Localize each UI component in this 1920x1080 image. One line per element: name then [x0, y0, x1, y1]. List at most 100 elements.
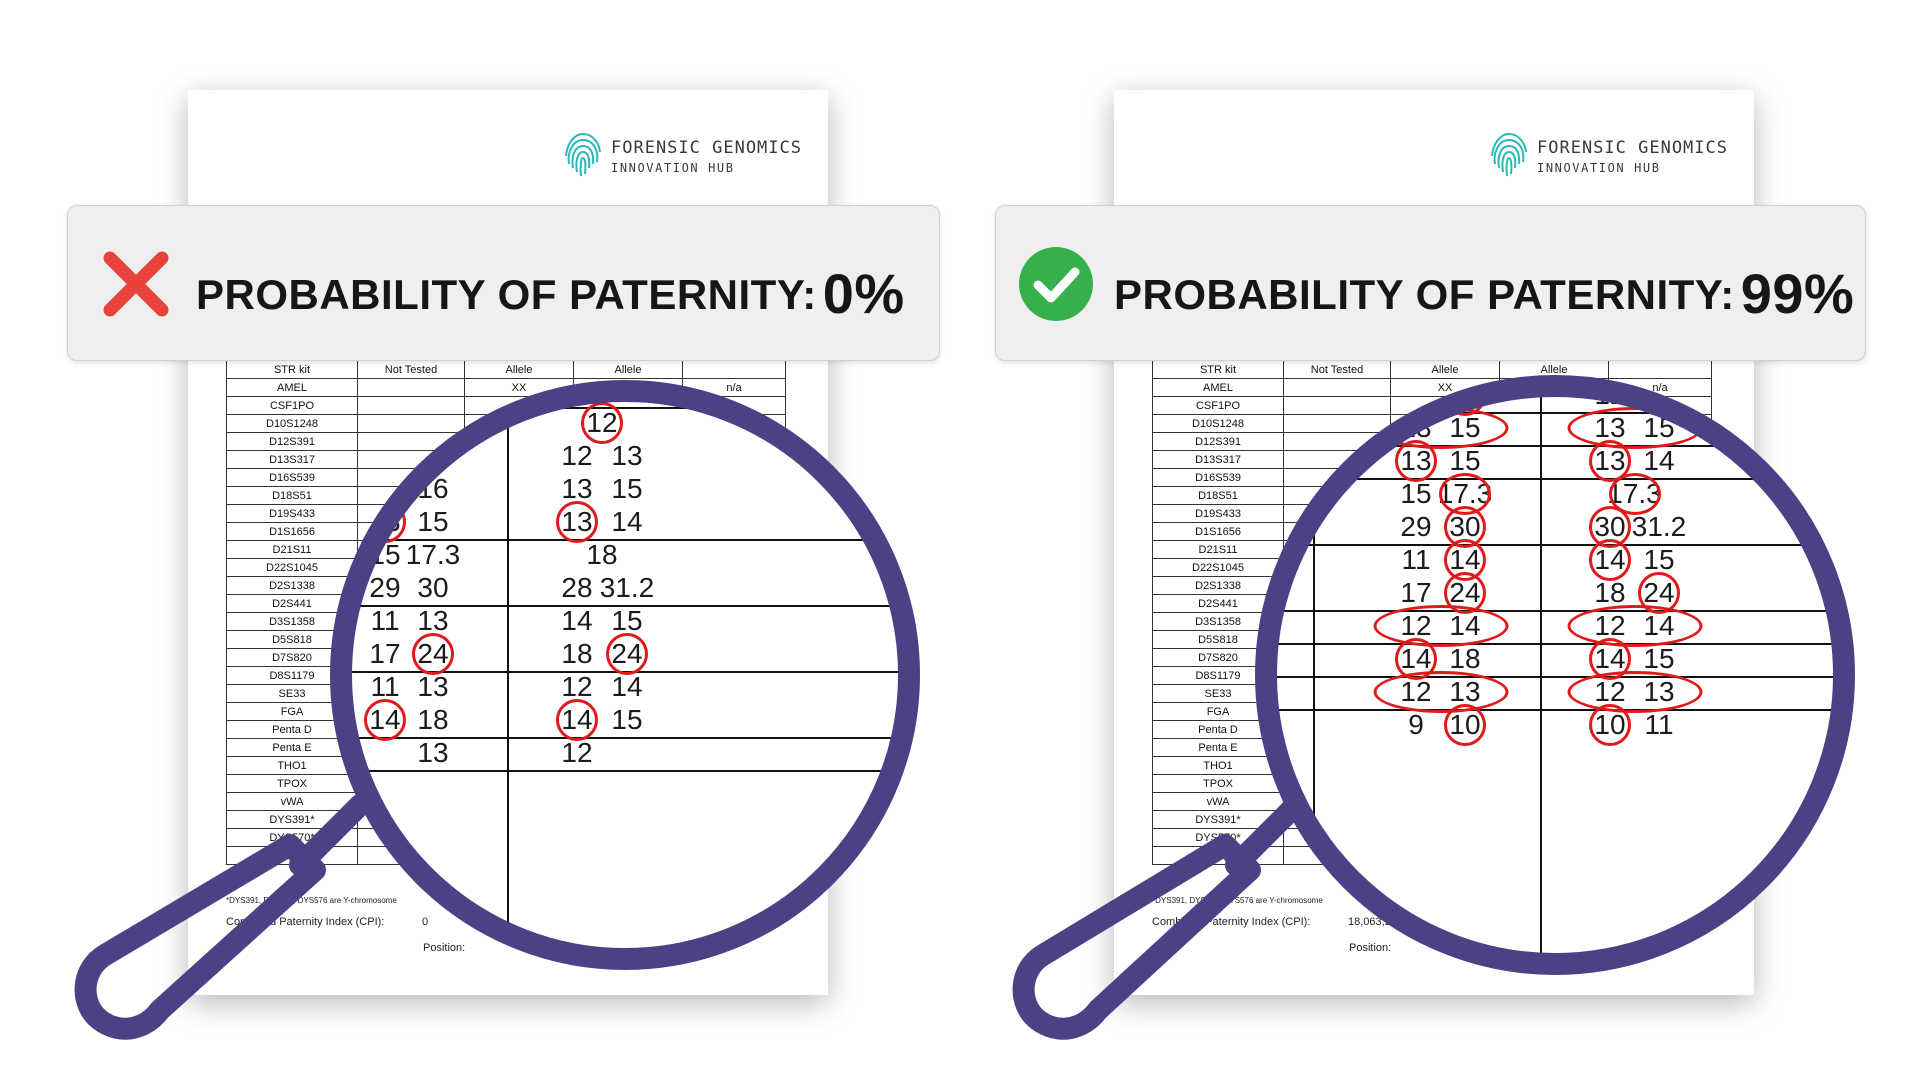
- allele-value: 15: [417, 506, 449, 537]
- allele-value: 9: [1408, 709, 1424, 740]
- allele-value: 14: [1643, 445, 1675, 476]
- allele-value: 18: [1449, 643, 1481, 674]
- allele-value: 13: [561, 473, 593, 504]
- allele-value: 13: [417, 671, 449, 702]
- allele-value: 14: [611, 506, 643, 537]
- allele-value: 15: [1643, 643, 1675, 674]
- allele-value: 18: [561, 638, 593, 669]
- table-gridline: [1270, 642, 1840, 645]
- match-marker-circle: [1589, 440, 1631, 482]
- paternity-probability-value: 0%: [822, 262, 905, 325]
- magnifier-lens: 1513222418231212111412131216131513151314…: [345, 395, 905, 955]
- table-gridline: [1270, 543, 1840, 546]
- allele-value: 12: [561, 671, 593, 702]
- locus-name: D22S1045: [1152, 558, 1284, 577]
- paternity-probability: PROBABILITY OF PATERNITY: 0%: [196, 261, 905, 326]
- allele-value: 15: [1400, 478, 1432, 509]
- table-gridline: [1270, 477, 1840, 480]
- allele-value: 18: [586, 539, 618, 570]
- allele-value: 22: [369, 395, 400, 406]
- allele-value: 24: [417, 395, 448, 406]
- table-gridline: [345, 736, 905, 739]
- table-gridline: [1270, 609, 1840, 612]
- allele-value: 15: [611, 473, 643, 504]
- match-marker-circle: [581, 402, 623, 444]
- table-gridline: [345, 604, 905, 607]
- column-header: STR kit: [1152, 360, 1284, 379]
- match-marker-circle: [1373, 605, 1508, 647]
- allele-value: 17.3: [405, 539, 461, 570]
- allele-value: 11: [370, 440, 400, 471]
- locus-name: Penta D: [1152, 720, 1284, 739]
- locus-name: DYS391*: [1152, 810, 1284, 829]
- paternity-probability-label: PROBABILITY OF PATERNITY:: [1114, 271, 1735, 318]
- locus-name: D13S317: [226, 450, 358, 469]
- allele-value: 28: [561, 572, 593, 603]
- allele-value: 14: [611, 671, 643, 702]
- magnifier-rim: [330, 380, 920, 970]
- allele-value: 11: [370, 605, 400, 636]
- table-gridline: [1270, 708, 1840, 711]
- locus-name: AMEL: [1152, 378, 1284, 397]
- locus-name: D5S818: [1152, 630, 1284, 649]
- allele-value: 18: [1594, 577, 1626, 608]
- lab-logo: FORENSIC GENOMICS INNOVATION HUB: [563, 130, 801, 185]
- match-marker-circle: [412, 633, 454, 675]
- fingerprint-icon: [1491, 132, 1527, 177]
- table-gridline: [507, 395, 509, 955]
- logo-line-2: INNOVATION HUB: [1537, 161, 1661, 175]
- result-banner: PROBABILITY OF PATERNITY: 0%: [67, 205, 940, 361]
- match-marker-circle: [606, 633, 648, 675]
- result-banner: PROBABILITY OF PATERNITY: 99%: [995, 205, 1866, 361]
- allele-value: 12: [561, 440, 593, 471]
- allele-value: 15: [1643, 544, 1675, 575]
- allele-value: 17: [1400, 577, 1432, 608]
- magnifier-handle: [74, 794, 371, 1040]
- magnifier-rim: [1255, 375, 1855, 975]
- position-label: Position:: [1349, 942, 1392, 954]
- paternity-probability-value: 99%: [1740, 262, 1855, 325]
- locus-name: D21S11: [226, 540, 358, 559]
- red-x-icon: [103, 251, 169, 317]
- fingerprint-icon: [565, 132, 601, 177]
- match-marker-circle: [1395, 440, 1437, 482]
- table-gridline: [345, 538, 905, 541]
- allele-value: 29: [369, 572, 401, 603]
- magnifying-glass: 1513222418231212111412131216131513151314…: [74, 380, 920, 1040]
- locus-name: vWA: [1152, 792, 1284, 811]
- allele-value: 31.2: [599, 572, 655, 603]
- match-marker-circle: [1444, 704, 1486, 746]
- match-marker-circle: [1589, 539, 1631, 581]
- allele-value: 31.2: [1631, 511, 1687, 542]
- match-marker-circle: [364, 699, 406, 741]
- table-gridline: [1540, 390, 1542, 960]
- table-gridline: [1313, 390, 1315, 960]
- allele-value: 15: [611, 704, 643, 735]
- allele-value: 11: [1644, 709, 1674, 740]
- allele-value: 13: [417, 737, 449, 768]
- panel-fail: FORENSIC GENOMICS INNOVATION HUB STR kit…: [67, 130, 940, 1040]
- table-gridline: [345, 406, 905, 409]
- allele-value: 11: [370, 671, 400, 702]
- magnifier-handle: [1012, 794, 1307, 1040]
- locus-name: D19S433: [226, 504, 358, 523]
- match-marker-circle: [1567, 671, 1702, 713]
- allele-value: 12: [393, 407, 425, 438]
- magnifying-glass: 12121113121313151315131513141517.317.329…: [960, 0, 1920, 1080]
- lab-logo: FORENSIC GENOMICS INNOVATION HUB: [1489, 130, 1727, 185]
- allele-value: 12: [561, 737, 593, 768]
- position-label: Position:: [423, 942, 466, 954]
- logo-line-1: FORENSIC GENOMICS: [611, 138, 802, 158]
- allele-value: 30: [417, 572, 449, 603]
- green-check-icon: [1019, 247, 1093, 321]
- match-marker-circle: [556, 699, 598, 741]
- match-marker-circle: [1608, 473, 1661, 515]
- table-header-row: STR kit Not Tested Allele Allele: [1152, 360, 1712, 379]
- paternity-probability: PROBABILITY OF PATERNITY: 99%: [1114, 261, 1854, 326]
- paternity-probability-label: PROBABILITY OF PATERNITY:: [196, 271, 817, 318]
- locus-name: TPOX: [226, 774, 358, 793]
- locus-name: AMEL: [226, 378, 358, 397]
- allele-value: 13: [611, 440, 643, 471]
- allele-value: 15: [611, 605, 643, 636]
- locus-name: D3S1358: [1152, 612, 1284, 631]
